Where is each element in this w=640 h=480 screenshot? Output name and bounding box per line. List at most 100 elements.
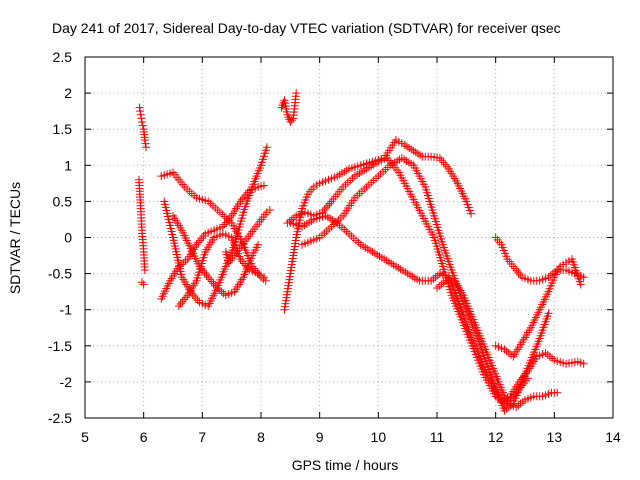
data-point bbox=[323, 201, 332, 210]
data-point bbox=[516, 271, 525, 280]
data-point bbox=[287, 116, 296, 125]
data-point bbox=[292, 89, 301, 98]
data-point bbox=[435, 154, 444, 163]
x-tick-label: 14 bbox=[605, 429, 621, 445]
data-point bbox=[320, 206, 329, 215]
data-point bbox=[236, 255, 245, 264]
data-point bbox=[136, 107, 145, 116]
data-point bbox=[437, 156, 446, 165]
x-axis-label: GPS time / hours bbox=[292, 457, 399, 473]
data-point bbox=[322, 203, 331, 212]
data-point bbox=[262, 143, 271, 152]
chart-title: Day 241 of 2017, Sidereal Day-to-day VTE… bbox=[52, 20, 561, 36]
data-point bbox=[139, 280, 148, 289]
axis-ticks: 5 6 7 8 9 10 11 12 13 14 -2.5 -2 -1.5 -1 -0.5 0 0.5 1 1.5 2… bbox=[48, 49, 621, 445]
data-point bbox=[142, 143, 151, 152]
data-point bbox=[254, 240, 263, 249]
data-point bbox=[180, 295, 189, 304]
y-tick-label: -1.5 bbox=[48, 338, 72, 354]
data-point bbox=[136, 110, 145, 119]
data-point bbox=[176, 299, 185, 308]
data-point bbox=[195, 236, 204, 245]
data-point bbox=[514, 268, 523, 277]
data-point bbox=[140, 136, 149, 145]
data-point bbox=[442, 162, 451, 171]
y-tick-label: -0.5 bbox=[48, 266, 72, 282]
data-point bbox=[544, 309, 553, 318]
data-point bbox=[509, 262, 518, 271]
data-point bbox=[140, 265, 149, 274]
data-point bbox=[553, 388, 562, 397]
data-point bbox=[209, 279, 218, 288]
data-point bbox=[433, 271, 442, 280]
data-point bbox=[439, 158, 448, 167]
data-point bbox=[265, 206, 274, 215]
x-tick-label: 10 bbox=[371, 429, 387, 445]
y-tick-label: -2 bbox=[60, 374, 73, 390]
data-point bbox=[178, 297, 187, 306]
data-point bbox=[220, 220, 229, 229]
data-point bbox=[197, 234, 206, 243]
x-tick-label: 11 bbox=[430, 429, 445, 445]
y-tick-label: 0.5 bbox=[53, 193, 73, 209]
x-tick-label: 6 bbox=[140, 429, 148, 445]
data-point bbox=[137, 114, 146, 123]
data-point bbox=[504, 349, 513, 358]
data-point bbox=[194, 238, 203, 247]
data-point bbox=[259, 181, 268, 190]
data-point bbox=[207, 277, 216, 286]
data-point bbox=[137, 278, 146, 287]
data-point bbox=[219, 289, 228, 298]
data-point bbox=[199, 232, 208, 241]
data-point bbox=[238, 257, 247, 266]
data-point bbox=[238, 195, 247, 204]
data-point bbox=[241, 261, 250, 270]
data-point bbox=[138, 121, 147, 130]
x-tick-label: 5 bbox=[81, 429, 89, 445]
data-point bbox=[218, 222, 227, 231]
y-tick-label: 2.5 bbox=[53, 49, 73, 65]
data-point bbox=[435, 282, 444, 291]
data-point bbox=[181, 293, 190, 302]
data-point bbox=[514, 401, 523, 410]
data-point bbox=[200, 268, 209, 277]
data-point bbox=[181, 256, 190, 265]
data-point bbox=[211, 281, 220, 290]
data-point bbox=[191, 294, 200, 303]
data-point bbox=[192, 240, 201, 249]
y-axis-label: SDTVAR / TECUs bbox=[7, 182, 23, 294]
data-point bbox=[202, 271, 211, 280]
data-point bbox=[137, 117, 146, 126]
data-point bbox=[259, 273, 268, 282]
data-point bbox=[512, 266, 521, 275]
data-point bbox=[225, 214, 234, 223]
data-point bbox=[174, 302, 183, 311]
data-point bbox=[576, 280, 585, 289]
y-tick-label: 0 bbox=[64, 230, 72, 246]
data-point bbox=[193, 296, 202, 305]
data-point bbox=[190, 291, 199, 300]
data-point bbox=[431, 273, 440, 282]
data-point bbox=[204, 273, 213, 282]
data-point bbox=[236, 197, 245, 206]
data-point bbox=[239, 193, 248, 202]
data-point bbox=[222, 218, 231, 227]
data-point bbox=[215, 285, 224, 294]
data-point bbox=[433, 284, 441, 293]
data-point bbox=[325, 199, 334, 208]
x-tick-label: 7 bbox=[198, 429, 206, 445]
data-point bbox=[261, 276, 270, 285]
x-tick-label: 9 bbox=[316, 429, 324, 445]
data-point bbox=[205, 275, 214, 284]
data-point bbox=[135, 103, 144, 112]
data-point bbox=[239, 259, 248, 268]
data-point bbox=[579, 273, 588, 282]
data-point bbox=[141, 139, 150, 148]
data-point bbox=[437, 280, 446, 289]
data-point bbox=[429, 275, 438, 284]
data-point bbox=[243, 263, 252, 272]
y-tick-label: -2.5 bbox=[48, 410, 72, 426]
data-point bbox=[511, 264, 520, 273]
x-tick-label: 13 bbox=[547, 429, 563, 445]
